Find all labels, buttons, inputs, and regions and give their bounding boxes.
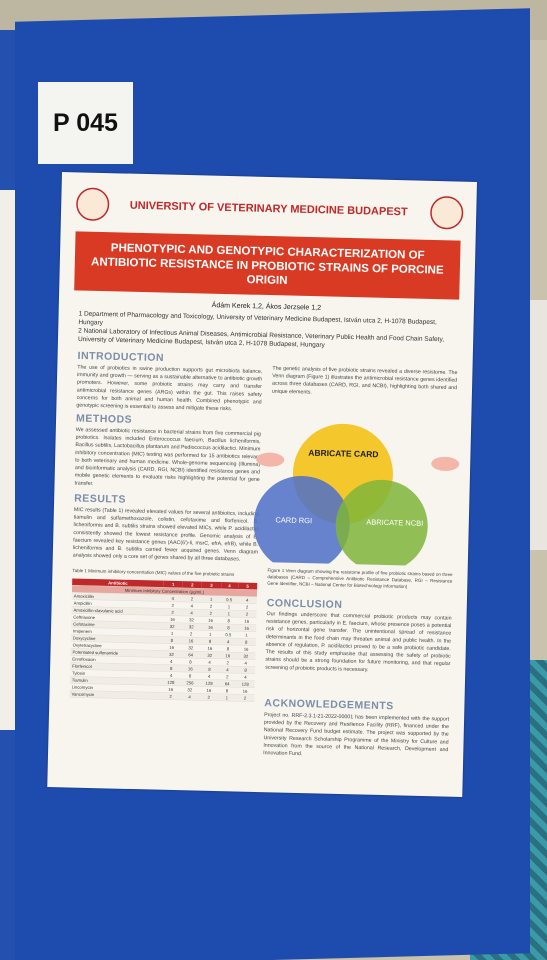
table-cell: 2 bbox=[235, 694, 255, 702]
venn-circle bbox=[335, 479, 428, 567]
venn-circle bbox=[253, 475, 350, 567]
table-cell: 1 bbox=[218, 693, 236, 702]
section-heading: METHODS bbox=[75, 412, 133, 426]
section-text: Our findings underscore that commercial … bbox=[265, 610, 452, 673]
table-cell: 2 bbox=[160, 692, 181, 700]
table-cell: Vancomycin bbox=[69, 690, 162, 700]
university: UNIVERSITY OF VETERINARY MEDICINE BUDAPE… bbox=[129, 198, 408, 218]
section-text: The use of probiotics in swine productio… bbox=[76, 363, 263, 412]
table-cell: 2 bbox=[199, 693, 219, 701]
logo bbox=[429, 195, 464, 230]
board-number: P 045 bbox=[38, 82, 133, 164]
mic-table: Antibiotic 1 2 3 4 5 Minimum Inhibitory Concen… bbox=[69, 578, 258, 702]
section-heading: ACKNOWLEDGEMENTS bbox=[264, 697, 394, 712]
venn-label: ABRICATE NCBI bbox=[366, 518, 423, 528]
venn-label: ABRICATE CARD bbox=[308, 448, 378, 460]
venn-label: CARD RGI bbox=[275, 515, 312, 525]
section-heading: RESULTS bbox=[74, 492, 127, 506]
section-heading: CONCLUSION bbox=[266, 597, 343, 611]
table-wrap: Antibiotic 1 2 3 4 5 Minimum Inhibitory Concen… bbox=[69, 578, 258, 702]
pig-icon bbox=[256, 452, 285, 467]
logo bbox=[75, 187, 110, 222]
poster: UNIVERSITY OF VETERINARY MEDICINE BUDAPE… bbox=[47, 172, 478, 797]
section-text: MIC results (Table 1) revealed elevated … bbox=[72, 506, 259, 563]
figure-caption: Figure 1 Venn diagram showing the resist… bbox=[267, 567, 453, 590]
section-text: Project no. RRF-2.3.1-21-2022-00001 has … bbox=[263, 711, 450, 757]
table-cell: 4 bbox=[180, 692, 200, 701]
section-heading: INTRODUCTION bbox=[77, 349, 165, 364]
pig-icon bbox=[431, 456, 460, 471]
table-caption: Table 1 Minimum inhibitory concentration… bbox=[72, 567, 235, 577]
section-text: We assessed antibiotic resistance in bac… bbox=[74, 426, 261, 487]
venn-diagram: ABRICATE CARD CARD RGI ABRICATE NCBI bbox=[253, 423, 460, 567]
poster-title: PHENOTYPIC AND GENOTYPIC CHARACTERIZATIO… bbox=[74, 231, 461, 300]
